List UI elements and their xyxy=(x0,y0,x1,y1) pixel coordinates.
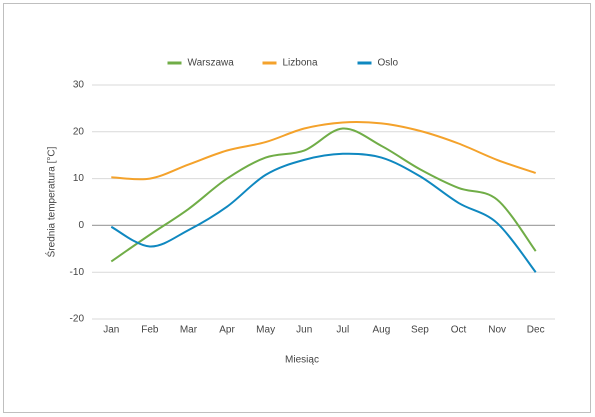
line xyxy=(111,120,537,181)
y-tick-label: 30 xyxy=(73,80,85,91)
legend-label: Warszawa xyxy=(188,58,235,69)
y-axis-label: Średnia temperatura [°C] xyxy=(45,146,58,257)
legend-label: Oslo xyxy=(378,58,399,69)
x-tick-label: Feb xyxy=(141,325,159,336)
y-tick-label: 0 xyxy=(78,220,84,231)
line xyxy=(110,127,537,263)
x-tick-label: Sep xyxy=(411,325,429,336)
y-tick-label: -20 xyxy=(70,314,85,325)
x-tick-label: Apr xyxy=(219,325,235,336)
x-tick-label: Oct xyxy=(451,325,467,336)
x-axis-label: Miesiąc xyxy=(285,355,319,366)
x-tick-label: Aug xyxy=(372,325,390,336)
x-tick-label: Jul xyxy=(336,325,349,336)
y-tick-label: 20 xyxy=(73,126,85,137)
x-tick-label: Jan xyxy=(103,325,119,336)
legend-label: Lizbona xyxy=(283,58,318,69)
line xyxy=(110,152,537,273)
y-tick-label: 10 xyxy=(73,173,85,184)
x-tick-label: Mar xyxy=(180,325,198,336)
chart-border xyxy=(3,3,591,413)
x-tick-label: Nov xyxy=(488,325,506,336)
x-tick-label: May xyxy=(256,325,275,336)
x-tick-label: Jun xyxy=(296,325,312,336)
y-tick-label: -10 xyxy=(70,267,85,278)
x-tick-label: Dec xyxy=(527,325,545,336)
